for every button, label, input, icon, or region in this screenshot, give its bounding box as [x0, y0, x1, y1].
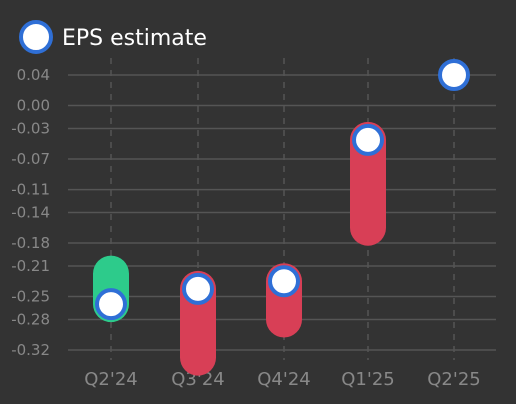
x-tick-label: Q2'24 — [84, 369, 137, 390]
y-tick-label: -0.21 — [11, 257, 50, 275]
eps-estimate-marker — [268, 265, 300, 298]
eps-estimate-marker — [182, 272, 214, 305]
y-tick-label: -0.28 — [11, 310, 50, 328]
y-tick-label: -0.07 — [11, 150, 50, 168]
eps-estimate-marker — [438, 59, 470, 91]
y-tick-label: -0.25 — [11, 288, 50, 306]
eps-estimate-marker — [352, 123, 384, 156]
estimate-markers — [95, 59, 470, 321]
eps-estimate-marker — [95, 288, 127, 321]
x-tick-label: Q1'25 — [341, 369, 394, 390]
y-axis: 0.04 0.00 -0.03 -0.07 -0.11 -0.14 -0.18 -0.21 -0… — [11, 66, 50, 359]
legend-label: EPS estimate — [62, 26, 207, 51]
x-tick-label: Q4'24 — [257, 369, 310, 390]
y-tick-label: -0.18 — [11, 234, 50, 252]
range-bars — [93, 121, 386, 376]
y-tick-label: -0.11 — [11, 181, 50, 199]
y-tick-label: 0.04 — [17, 66, 50, 84]
y-tick-label: -0.14 — [11, 204, 50, 222]
legend: EPS estimate — [19, 20, 207, 54]
x-tick-label: Q2'25 — [427, 369, 480, 390]
legend-marker — [19, 20, 53, 54]
y-tick-label: 0.00 — [17, 97, 50, 115]
y-tick-label: -0.32 — [11, 341, 50, 359]
grid — [68, 58, 496, 360]
x-axis: Q2'24 Q3'24 Q4'24 Q1'25 Q2'25 — [84, 369, 480, 390]
x-tick-label: Q3'24 — [171, 369, 224, 390]
y-tick-label: -0.03 — [11, 119, 50, 137]
